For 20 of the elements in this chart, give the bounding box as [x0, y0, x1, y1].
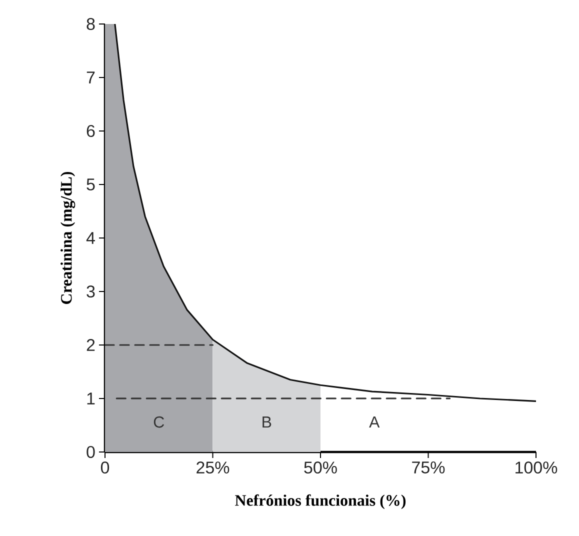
y-tick-label: 1	[87, 392, 95, 404]
y-tick-label: 5	[86, 178, 95, 190]
x-axis-title: Nefrónios funcionais (%)	[235, 494, 406, 510]
x-tick-label: 75%	[412, 462, 445, 474]
y-tick-label: 8	[86, 18, 95, 30]
y-tick-label: 7	[86, 72, 95, 84]
line-series	[114, 24, 536, 402]
y-tick-label: 0	[86, 446, 95, 458]
x-tick-label: 25%	[196, 462, 230, 474]
y-axis-title: Creatinina (mg/dL)	[60, 172, 76, 304]
y-tick-label: 2	[86, 339, 95, 351]
annotation: B	[262, 416, 272, 428]
x-tick-label: 50%	[304, 462, 337, 474]
y-tick-label: 3	[86, 285, 95, 298]
y-tick-label: 6	[86, 124, 95, 138]
annotation: A	[369, 416, 380, 428]
y-tick-label: 4	[86, 232, 95, 244]
x-tick-label: 0	[100, 462, 110, 474]
x-tick-label: 100%	[516, 462, 558, 474]
annotation: C	[154, 416, 164, 428]
